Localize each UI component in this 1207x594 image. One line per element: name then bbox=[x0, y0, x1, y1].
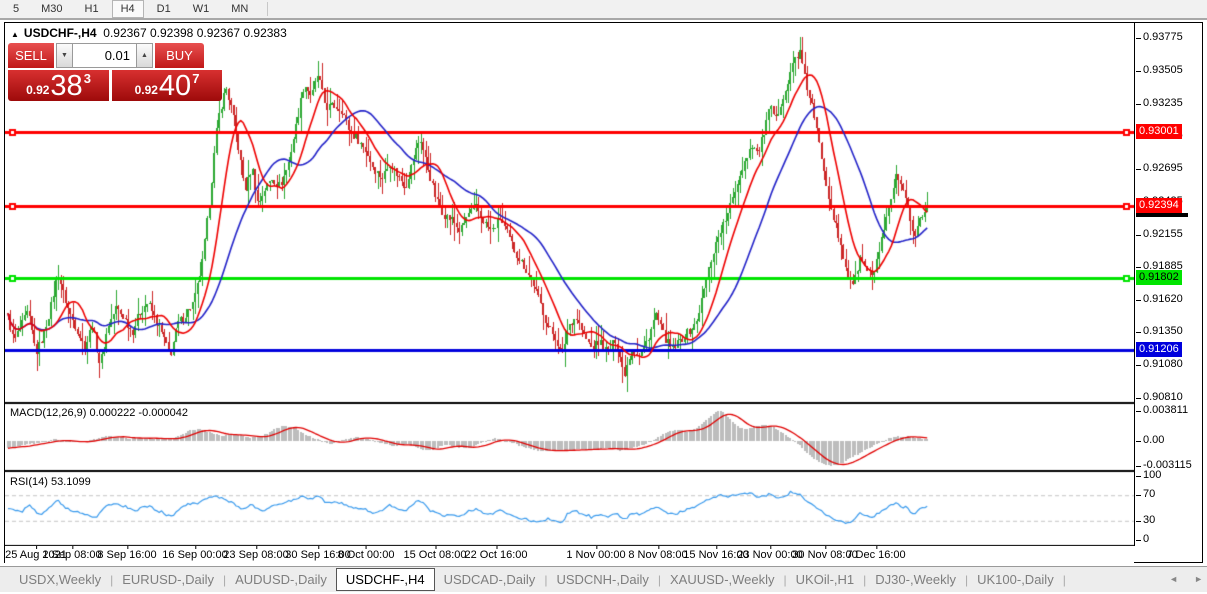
macd-tick: 0.00 bbox=[1135, 434, 1165, 446]
macd-tick: 0.003811 bbox=[1135, 403, 1189, 416]
tab-separator: | bbox=[964, 572, 969, 587]
volume-decrease-icon[interactable]: ▼ bbox=[56, 43, 73, 68]
price-tick: 0.93235 bbox=[1136, 96, 1183, 109]
time-tick: 8 Oct 00:00 bbox=[337, 546, 395, 561]
tab-usdchf-h4[interactable]: USDCHF-,H4 bbox=[335, 568, 435, 591]
sell-price-main: 38 bbox=[50, 70, 83, 102]
rsi-tick: 0 bbox=[1135, 533, 1150, 545]
sell-button[interactable]: SELL bbox=[8, 43, 54, 68]
timeframe-button-h4[interactable]: H4 bbox=[111, 0, 144, 18]
timeframe-button-5[interactable]: 5 bbox=[13, 3, 20, 15]
level-price-label: 0.92394 bbox=[1136, 197, 1182, 213]
tab-separator: | bbox=[222, 572, 227, 587]
time-tick: 8 Nov 08:00 bbox=[628, 546, 688, 561]
buy-price-main: 40 bbox=[158, 70, 192, 102]
tab-usdcnh-daily[interactable]: USDCNH-,Daily bbox=[556, 572, 649, 587]
tab-usdcad-daily[interactable]: USDCAD-,Daily bbox=[443, 572, 536, 587]
level-price-label: 0.93001 bbox=[1136, 123, 1182, 139]
price-axis[interactable]: 0.937750.935050.932350.929650.926950.924… bbox=[1134, 23, 1202, 546]
toolbar-separator bbox=[267, 2, 269, 16]
time-tick: 15 Nov 16:00 bbox=[683, 546, 749, 561]
volume-stepper: ▼ ▲ bbox=[56, 43, 153, 68]
tab-ukoil-h1[interactable]: UKOil-,H1 bbox=[795, 572, 855, 587]
chart-symbol: USDCHF-,H4 bbox=[23, 26, 97, 40]
timeframe-button-w1[interactable]: W1 bbox=[192, 3, 210, 15]
tab-dj30-weekly[interactable]: DJ30-,Weekly bbox=[875, 572, 956, 587]
level-price-label: 0.91206 bbox=[1136, 341, 1182, 357]
buy-price-pip: 7 bbox=[192, 71, 200, 86]
tabs-scroll-left-icon[interactable]: ◄ bbox=[1169, 574, 1179, 584]
macd-indicator-label: MACD(12,26,9) 0.000222 -0.000042 bbox=[10, 407, 188, 419]
price-tick: 0.91080 bbox=[1136, 358, 1183, 371]
tab-eurusd-daily[interactable]: EURUSD-,Daily bbox=[122, 572, 214, 587]
collapse-panel-icon[interactable]: ▲ bbox=[11, 30, 19, 39]
tab-separator: | bbox=[544, 572, 548, 587]
volume-increase-icon[interactable]: ▲ bbox=[136, 43, 153, 68]
price-tick: 0.91620 bbox=[1136, 292, 1183, 305]
macd-tick: -0.003115 bbox=[1136, 458, 1192, 471]
time-tick: 22 Oct 16:00 bbox=[464, 546, 528, 561]
price-tick: 0.91885 bbox=[1136, 260, 1183, 273]
rsi-tick: 100 bbox=[1135, 469, 1162, 481]
tabs-scroll-right-icon[interactable]: ► bbox=[1194, 574, 1203, 584]
buy-button[interactable]: BUY bbox=[155, 43, 204, 68]
timeframe-toolbar: 5 M30 H1 H4 D1 W1 MN bbox=[0, 0, 1207, 20]
tab-separator: | bbox=[783, 572, 787, 587]
time-tick: 1 Sep 08:00 bbox=[42, 546, 102, 561]
price-tick: 0.92155 bbox=[1136, 227, 1183, 240]
rsi-indicator-label: RSI(14) 53.1099 bbox=[10, 476, 91, 488]
price-chart-canvas[interactable] bbox=[5, 23, 1134, 546]
volume-input[interactable] bbox=[73, 43, 136, 68]
price-tick: 0.92695 bbox=[1136, 162, 1183, 175]
level-price-label: 0.91802 bbox=[1136, 269, 1182, 285]
tab-separator: | bbox=[863, 572, 867, 587]
price-tick: 0.93505 bbox=[1136, 63, 1183, 76]
buy-price-tile[interactable]: 0.92 40 7 bbox=[112, 70, 222, 101]
bid-price-label-strip bbox=[1136, 212, 1188, 217]
tab-separator: | bbox=[110, 572, 114, 587]
buy-price-prefix: 0.92 bbox=[134, 83, 158, 97]
rsi-tick: 70 bbox=[1135, 488, 1156, 501]
tab-uk100-daily[interactable]: UK100-,Daily bbox=[977, 572, 1054, 587]
tab-separator: | bbox=[1062, 572, 1066, 587]
tab-xauusd-weekly[interactable]: XAUUSD-,Weekly bbox=[670, 572, 775, 587]
time-axis[interactable]: 25 Aug 2021 1 Sep 08:00 8 Sep 16:00 16 Sep … bbox=[5, 546, 1134, 563]
time-tick: 7 Dec 16:00 bbox=[846, 546, 906, 561]
chart-tab-bar: USDX,Weekly | EURUSD-,Daily | AUDUSD-,Daily U… bbox=[0, 566, 1207, 592]
time-tick: 1 Nov 00:00 bbox=[566, 546, 626, 561]
time-tick: 23 Nov 00:00 bbox=[737, 546, 803, 561]
price-tick: 0.90810 bbox=[1136, 391, 1183, 403]
time-tick: 15 Oct 08:00 bbox=[403, 546, 467, 561]
sell-price-tile[interactable]: 0.92 38 3 bbox=[8, 70, 109, 101]
timeframe-button-mn[interactable]: MN bbox=[231, 3, 249, 15]
one-click-trading-panel: SELL ▼ ▲ BUY 0.92 38 3 0.92 40 7 bbox=[8, 43, 224, 101]
tab-separator: | bbox=[657, 572, 662, 587]
time-tick: 25 Aug 2021 bbox=[5, 546, 67, 561]
rsi-tick: 30 bbox=[1135, 513, 1156, 526]
time-tick: 30 Sep 16:00 bbox=[285, 546, 351, 561]
chart-header: ▲ USDCHF-,H4 0.92367 0.92398 0.92367 0.92… bbox=[11, 26, 287, 40]
time-tick: 30 Nov 08:00 bbox=[792, 546, 858, 561]
tab-audusd-daily[interactable]: AUDUSD-,Daily bbox=[235, 572, 327, 587]
price-tick: 0.91350 bbox=[1136, 325, 1183, 338]
sell-price-pip: 3 bbox=[83, 71, 91, 86]
time-tick: 23 Sep 08:00 bbox=[223, 546, 289, 561]
timeframe-button-d1[interactable]: D1 bbox=[156, 3, 171, 15]
chart-window: ▲ USDCHF-,H4 0.92367 0.92398 0.92367 0.92… bbox=[4, 22, 1203, 563]
price-tick: 0.93775 bbox=[1136, 31, 1183, 43]
sell-price-prefix: 0.92 bbox=[26, 83, 50, 97]
tab-usdx-weekly[interactable]: USDX,Weekly bbox=[19, 572, 102, 587]
time-tick: 8 Sep 16:00 bbox=[97, 546, 157, 561]
timeframe-button-h1[interactable]: H1 bbox=[84, 3, 99, 15]
timeframe-button-m30[interactable]: M30 bbox=[41, 3, 63, 15]
chart-ohlc: 0.92367 0.92398 0.92367 0.92383 bbox=[103, 26, 287, 40]
time-tick: 16 Sep 00:00 bbox=[162, 546, 228, 561]
